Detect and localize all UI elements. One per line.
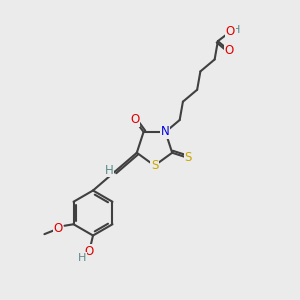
Text: O: O	[226, 25, 235, 38]
Text: H: H	[78, 253, 86, 263]
Text: S: S	[151, 159, 158, 172]
Text: O: O	[53, 222, 62, 235]
Text: S: S	[184, 151, 192, 164]
Text: H: H	[105, 164, 114, 177]
Text: O: O	[130, 113, 140, 126]
Text: O: O	[85, 244, 94, 258]
Text: H: H	[232, 25, 240, 35]
Text: N: N	[161, 125, 170, 139]
Text: O: O	[225, 44, 234, 57]
